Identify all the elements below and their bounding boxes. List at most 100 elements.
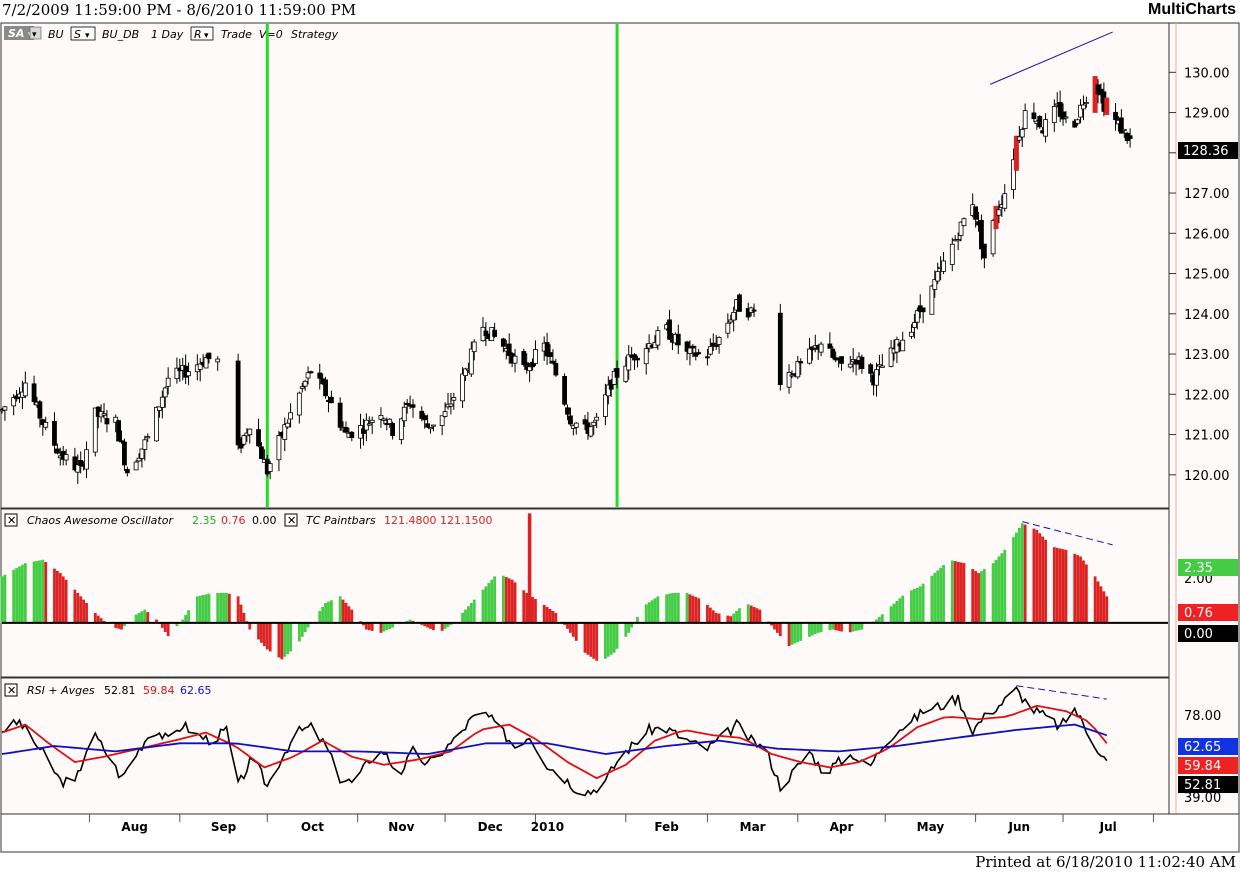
candle-body [789,374,795,377]
candle-body [973,206,979,220]
candle-body [460,373,465,402]
candle-body [591,421,597,426]
ao-bar [324,602,327,623]
rsi-close-button[interactable] [4,683,18,697]
ao-bar [227,593,231,623]
ao-bar [816,622,820,633]
ao-bar [630,622,634,628]
candle-body [623,365,629,382]
candle-body [1075,119,1081,124]
ao-bar [522,590,526,623]
ao-bar [554,612,558,623]
sa-dropdown-button[interactable] [29,26,42,40]
ao-bar [671,593,674,623]
rsi-value-3: 62.65 [180,684,212,697]
ao-bar [880,614,884,623]
ao-bar [1015,532,1018,623]
candle-body [238,441,244,449]
month-label: Jun [1008,820,1031,834]
ao-bar [134,614,138,623]
candle-body [259,446,264,459]
ao-bar [1064,549,1068,623]
ao-bar [1017,527,1021,623]
ao-bar [41,559,45,623]
rsi-line-avg2 [1,723,1108,755]
candle-body [914,310,920,323]
mode-label: Trade [221,28,252,41]
candle-body [468,348,474,375]
candle-body [521,351,527,366]
rsi-last-label: 52.81 [1184,778,1221,793]
candle-body [562,376,567,405]
s-chevron-icon: ▾ [85,31,90,41]
candle-body [186,371,191,377]
ao-bar [388,622,392,629]
candle-body [72,456,78,471]
candle-body [174,367,180,380]
month-label: May [917,820,945,834]
ao-bar [117,622,120,629]
ao-bar [423,622,427,627]
tc-title: TC Paintbars [306,514,376,527]
candle-body [1127,135,1133,139]
candle-body [1063,116,1069,119]
price-tick-label: 129.00 [1184,107,1230,122]
ao-bar [286,622,290,655]
sa-button[interactable] [4,26,34,40]
s-dropdown-button[interactable] [70,26,96,41]
candle-body [157,406,162,411]
month-label: 2010 [531,820,564,834]
price-tick-label: 120.00 [1184,469,1230,484]
ao-axis: 2.00 2.35 0.76 0.00 [1178,559,1238,642]
candle-body [911,322,917,328]
ao-bar [362,622,365,626]
ao-bar [991,563,995,623]
ao-bar [446,622,450,627]
ao-bar [746,604,750,623]
ao-bar [892,603,896,623]
candle-body [713,344,719,347]
ao-close-button[interactable] [4,513,18,527]
data-name-label: BU_DB [102,28,139,41]
ao-bar [96,615,100,623]
candle-body [124,468,130,474]
candle-body [78,460,84,467]
candle-body [37,401,43,419]
tc-close-button[interactable] [284,513,298,527]
ao-bar [15,568,18,623]
ao-bar [810,622,814,636]
candle-body [101,413,107,416]
ao-bar [586,622,590,655]
candle-body [154,406,159,442]
candle-body [43,422,49,428]
ao-bar [819,622,823,633]
candle-body [961,218,967,227]
ao-bar [910,590,913,623]
ao-bar [155,619,158,623]
candle-body [568,415,573,425]
ao-bar [166,622,170,637]
ao-bar [1096,581,1100,623]
ao-bar [443,622,447,629]
candle-body [1016,136,1022,141]
symbol-label: BU [48,28,64,41]
price-tick-label: 121.00 [1184,429,1230,444]
ao-bar [85,602,88,623]
ao-bar [1052,547,1056,623]
r-dropdown-button[interactable] [190,26,214,41]
ao-bar [143,609,147,623]
rsi-title: RSI + Avges [27,684,95,697]
ao-bar [187,610,190,623]
ao-bar [277,622,281,658]
ao-bar [775,622,779,633]
price-panel[interactable] [0,22,1170,509]
ao-bar [487,583,491,623]
candle-body [1057,101,1063,117]
ao-bar [834,622,838,631]
candle-body [707,346,713,355]
rsi-panel[interactable] [0,677,1170,815]
ao-bar [732,613,736,623]
candle-body [241,435,247,445]
ao-bar [379,622,383,633]
